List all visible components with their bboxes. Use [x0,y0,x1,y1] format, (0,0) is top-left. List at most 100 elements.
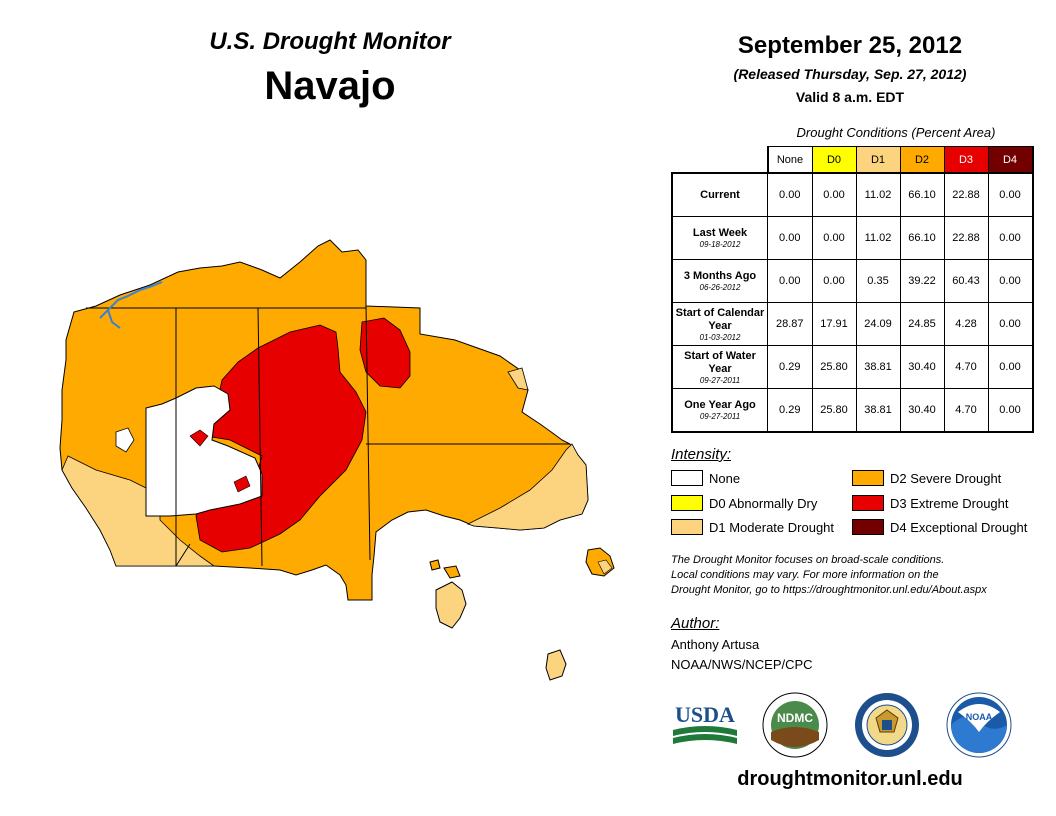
usda-logo: USDA [673,702,737,744]
map-boundaries [86,305,570,567]
row-label: Start of Water Year 09-27-2011 [671,345,768,389]
table-cell: 17.91 [811,302,857,346]
col-header: D1 [855,146,901,174]
col-header: D2 [899,146,945,174]
website-link[interactable]: droughtmonitor.unl.edu [737,768,963,790]
table-cell: 0.00 [987,172,1034,217]
author-org: NOAA/NWS/NCEP/CPC [671,657,813,672]
noaa-logo: NOAA [946,692,1012,758]
table-cell: 38.81 [855,388,901,433]
legend-swatch [852,470,884,486]
map-region-d3-northeast [359,317,411,389]
table-cell: 28.87 [767,302,813,346]
legend-label: None [709,470,741,486]
col-header: D4 [987,146,1034,174]
table-cell: 4.70 [943,388,989,433]
svg-text:NOAA: NOAA [966,712,993,722]
note-line: The Drought Monitor focuses on broad-sca… [671,554,945,566]
legend-item: None [671,470,740,486]
map-region-none-small [115,427,135,453]
legend-swatch [671,470,703,486]
table-cell: 0.00 [811,172,857,217]
legend-swatch [671,495,703,511]
table-cell: 0.29 [767,345,813,389]
table-row: Last Week 09-18-2012 0.00 0.00 11.02 66.1… [671,216,1034,260]
table-cell: 30.40 [899,388,945,433]
table-cell: 0.00 [987,345,1034,389]
map-region-none-hopi [145,385,263,517]
table-cell: 38.81 [855,345,901,389]
table-cell: 11.02 [855,172,901,217]
table-row: One Year Ago 09-27-2011 0.29 25.80 38.81 … [671,388,1034,433]
table-cell: 0.00 [811,259,857,303]
table-header-row: None D0 D1 D2 D3 D4 [672,146,1034,174]
col-header: D0 [811,146,857,174]
table-cell: 39.22 [899,259,945,303]
legend-label: D2 Severe Drought [890,470,1002,486]
table-cell: 4.70 [943,345,989,389]
row-label: Last Week 09-18-2012 [671,216,768,260]
table-row: 3 Months Ago 06-26-2012 0.00 0.00 0.35 39… [671,259,1034,303]
table-cell: 30.40 [899,345,945,389]
map-region-d3-small-1 [189,429,209,447]
table-corner [672,146,768,174]
table-cell: 0.00 [811,216,857,260]
table-cell: 25.80 [811,388,857,433]
table-cell: 66.10 [899,172,945,217]
map-island-1 [435,581,467,629]
row-label: 3 Months Ago 06-26-2012 [671,259,768,303]
map-island-4 [429,559,441,571]
author-name: Anthony Artusa [671,637,760,652]
table-cell: 22.88 [943,172,989,217]
table-row: Start of Calendar Year 01-03-2012 28.87 1… [671,302,1034,346]
legend-label: D4 Exceptional Drought [890,519,1028,535]
table-title: Drought Conditions (Percent Area) [796,125,996,140]
row-label: One Year Ago 09-27-2011 [671,388,768,433]
ndmc-logo: NDMC [762,692,828,758]
release-date: (Released Thursday, Sep. 27, 2012) [733,66,967,82]
map-region-d3-small-2 [233,475,251,493]
table-cell: 0.00 [987,259,1034,303]
table-cell: 24.09 [855,302,901,346]
legend-item: D0 Abnormally Dry [671,495,817,511]
legend-swatch [671,519,703,535]
legend-swatch [852,519,884,535]
map-subtitle: U.S. Drought Monitor [209,28,451,55]
row-label: Current [671,172,768,217]
table-row: Current 0.00 0.00 11.02 66.10 22.88 0.00 [671,172,1034,217]
table-cell: 4.28 [943,302,989,346]
legend-swatch [852,495,884,511]
map-island-2 [545,649,567,681]
map-region-d1-northeast [507,367,529,391]
table-cell: 0.00 [767,172,813,217]
table-cell: 60.43 [943,259,989,303]
col-header: None [766,146,813,174]
svg-text:USDA: USDA [675,702,735,727]
table-cell: 0.00 [987,302,1034,346]
region-title: Navajo [264,64,396,108]
commerce-logo [855,693,919,757]
col-header: D3 [943,146,989,174]
legend-label: D3 Extreme Drought [890,495,1009,511]
valid-time: Valid 8 a.m. EDT [795,89,905,105]
legend-item: D4 Exceptional Drought [852,519,1027,535]
map-date: September 25, 2012 [737,32,963,59]
author-label: Author: [671,615,720,632]
table-cell: 0.00 [987,388,1034,433]
drought-conditions-table: None D0 D1 D2 D3 D4 Current 0.00 0.00 11… [671,146,1034,433]
table-cell: 22.88 [943,216,989,260]
row-label: Start of Calendar Year 01-03-2012 [671,302,768,346]
note-line: Local conditions may vary. For more info… [671,569,939,581]
table-cell: 25.80 [811,345,857,389]
table-cell: 11.02 [855,216,901,260]
table-cell: 0.00 [767,216,813,260]
map-island-3-d1 [597,559,613,575]
legend-label: D0 Abnormally Dry [709,495,818,511]
table-cell: 66.10 [899,216,945,260]
disclaimer-note: The Drought Monitor focuses on broad-sca… [671,553,1051,598]
legend-item: D1 Moderate Drought [671,519,834,535]
legend-label: D1 Moderate Drought [709,519,835,535]
legend-item: D3 Extreme Drought [852,495,1009,511]
map-region-d1-east [466,443,589,531]
svg-text:NDMC: NDMC [777,711,813,725]
